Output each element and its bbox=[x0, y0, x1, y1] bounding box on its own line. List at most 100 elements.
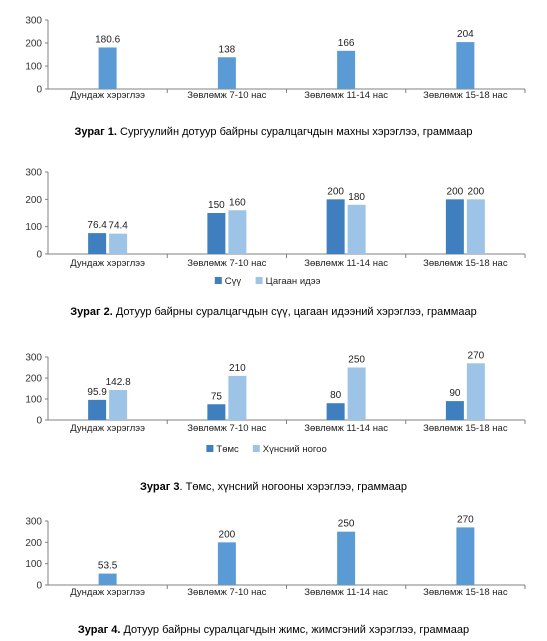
chart-3-data-label: 90 bbox=[449, 388, 461, 399]
chart-2-caption-text: Дотуур байрны суралцагчдын сүү, цагаан и… bbox=[112, 306, 477, 318]
chart-3-bar bbox=[228, 375, 247, 420]
chart-1-caption: Зураг 1. Сургуулийн дотуур байрны суралц… bbox=[0, 126, 547, 138]
chart-4-caption-prefix: Зураг 4. bbox=[77, 624, 121, 636]
chart-3-bar bbox=[88, 399, 107, 420]
chart-4: 0 100 200 300 Дундаж хэрэглээ 53.5 Зөвлөмж 7-1… bbox=[25, 514, 526, 598]
chart-3-bar bbox=[466, 363, 485, 420]
chart-4-y-tick-label: 100 bbox=[25, 559, 42, 570]
chart-3-bar bbox=[207, 404, 226, 420]
chart-2-data-label: 74.4 bbox=[108, 221, 128, 232]
chart-1-y-tick-label: 100 bbox=[25, 62, 42, 73]
chart-4-bar bbox=[456, 527, 475, 585]
chart-4-y-tick-label: 0 bbox=[36, 581, 42, 592]
chart-1-x-tick-label: Зөвлөмж 11-14 нас bbox=[304, 90, 388, 101]
chart-2-y-tick-label: 0 bbox=[36, 250, 42, 261]
chart-1-data-label: 138 bbox=[219, 44, 236, 55]
chart-4-caption: Зураг 4. Дотуур байрны суралцагчдын жимс… bbox=[0, 624, 547, 636]
chart-4-data-label: 270 bbox=[457, 514, 474, 525]
chart-4-x-tick-label: Зөвлөмж 11-14 нас bbox=[304, 587, 388, 598]
chart-3-x-tick-label: Зөвлөмж 15-18 нас bbox=[423, 423, 508, 434]
chart-2-data-label: 160 bbox=[229, 197, 246, 208]
chart-3-legend-swatch bbox=[252, 445, 260, 452]
chart-3-x-tick-label: Зөвлөмж 7-10 нас bbox=[187, 423, 266, 434]
chart-2-y-tick-label: 100 bbox=[25, 222, 42, 233]
chart-1-y-tick-label: 0 bbox=[36, 85, 42, 96]
chart-3-data-label: 250 bbox=[348, 355, 365, 366]
chart-2-legend-label: Сүү bbox=[225, 276, 242, 287]
chart-1-bar bbox=[98, 47, 117, 89]
chart-4-x-tick-label: Дундаж хэрэглээ bbox=[70, 587, 145, 598]
chart-3-data-label: 80 bbox=[330, 390, 342, 401]
chart-3-bar bbox=[347, 367, 366, 420]
chart-3-legend-label: Төмс bbox=[216, 444, 239, 455]
chart-2-caption-prefix: Зураг 2. bbox=[70, 306, 113, 318]
chart-2-legend-label: Цагаан идээ bbox=[266, 276, 321, 287]
chart-1-y-tick-label: 200 bbox=[25, 39, 42, 50]
chart-2-x-tick-label: Зөвлөмж 11-14 нас bbox=[304, 258, 388, 269]
chart-1-data-label: 180.6 bbox=[95, 34, 120, 45]
chart-1-x-tick-label: Дундаж хэрэглээ bbox=[70, 90, 145, 101]
chart-3-data-label: 270 bbox=[468, 350, 485, 361]
chart-3-data-label: 142.8 bbox=[106, 377, 131, 388]
chart-3-caption-text: . Төмс, хүнсний ногооны хэрэглээ, грамма… bbox=[179, 481, 407, 493]
chart-2-bar bbox=[109, 233, 128, 254]
chart-4-data-label: 200 bbox=[219, 529, 236, 540]
chart-3-y-tick-label: 0 bbox=[36, 416, 42, 427]
chart-2-data-label: 76.4 bbox=[87, 220, 107, 231]
chart-1-bar bbox=[217, 57, 236, 89]
chart-2-bar bbox=[88, 233, 107, 254]
chart-2-bar bbox=[466, 199, 485, 254]
chart-1-x-tick-label: Зөвлөмж 15-18 нас bbox=[423, 90, 508, 101]
chart-2-bar bbox=[228, 210, 247, 254]
chart-3-bar bbox=[109, 390, 128, 420]
chart-3-caption-prefix: Зураг 3 bbox=[140, 481, 180, 493]
chart-4-y-tick-label: 300 bbox=[25, 517, 42, 528]
chart-2-x-tick-label: Зөвлөмж 7-10 нас bbox=[187, 258, 266, 269]
chart-2-legend-swatch bbox=[255, 277, 263, 284]
chart-3-data-label: 95.9 bbox=[87, 387, 107, 398]
chart-2-bar bbox=[445, 199, 464, 254]
chart-2-caption: Зураг 2. Дотуур байрны суралцагчдын сүү,… bbox=[0, 306, 547, 318]
chart-2-y-tick-label: 200 bbox=[25, 195, 42, 206]
chart-4-bar bbox=[217, 542, 236, 585]
chart-3-legend: Төмс Хүнсний ногоо bbox=[206, 444, 327, 455]
chart-1-data-label: 166 bbox=[338, 38, 355, 49]
chart-3-caption: Зураг 3. Төмс, хүнсний ногооны хэрэглээ,… bbox=[0, 481, 547, 493]
chart-3-y-tick-label: 300 bbox=[25, 353, 42, 364]
chart-4-x-tick-label: Зөвлөмж 15-18 нас bbox=[423, 587, 508, 598]
chart-2-data-label: 180 bbox=[348, 192, 365, 203]
chart-2-x-tick-label: Зөвлөмж 15-18 нас bbox=[423, 258, 508, 269]
chart-2-legend: Сүү Цагаан идээ bbox=[214, 276, 321, 287]
chart-2-data-label: 200 bbox=[468, 186, 485, 197]
chart-2-legend-swatch bbox=[214, 277, 222, 284]
chart-4-bar bbox=[98, 573, 117, 585]
chart-1-y-tick-label: 300 bbox=[25, 16, 42, 27]
chart-2-y-tick-label: 300 bbox=[25, 168, 42, 179]
chart-1-x-tick-label: Зөвлөмж 7-10 нас bbox=[187, 90, 266, 101]
chart-3-x-tick-label: Дундаж хэрэглээ bbox=[70, 423, 145, 434]
chart-1-bar bbox=[456, 42, 475, 89]
chart-2-data-label: 150 bbox=[208, 200, 225, 211]
chart-1-caption-prefix: Зураг 1. bbox=[74, 126, 117, 138]
chart-2-data-label: 200 bbox=[447, 186, 464, 197]
chart-1-bar bbox=[337, 50, 356, 89]
chart-2-x-tick-label: Дундаж хэрэглээ bbox=[70, 258, 145, 269]
chart-3-y-tick-label: 100 bbox=[25, 395, 42, 406]
chart-4-x-tick-label: Зөвлөмж 7-10 нас bbox=[187, 587, 266, 598]
chart-3-bar bbox=[326, 403, 345, 420]
chart-3-x-tick-label: Зөвлөмж 11-14 нас bbox=[304, 423, 388, 434]
chart-4-caption-text: Дотуур байрны суралцагчдын жимс, жимсгэн… bbox=[120, 624, 470, 636]
chart-4-bar bbox=[337, 531, 356, 585]
chart-2-data-label: 200 bbox=[327, 186, 344, 197]
chart-1-caption-text: Сургуулийн дотуур байрны суралцагчдын ма… bbox=[116, 126, 473, 138]
chart-2-bar bbox=[347, 204, 366, 254]
chart-3-legend-label: Хүнсний ногоо bbox=[263, 444, 327, 455]
chart-2-bar bbox=[207, 213, 226, 254]
chart-3-y-tick-label: 200 bbox=[25, 374, 42, 385]
chart-3-bar bbox=[445, 401, 464, 420]
chart-1-data-label: 204 bbox=[457, 29, 474, 40]
chart-4-y-tick-label: 200 bbox=[25, 538, 42, 549]
